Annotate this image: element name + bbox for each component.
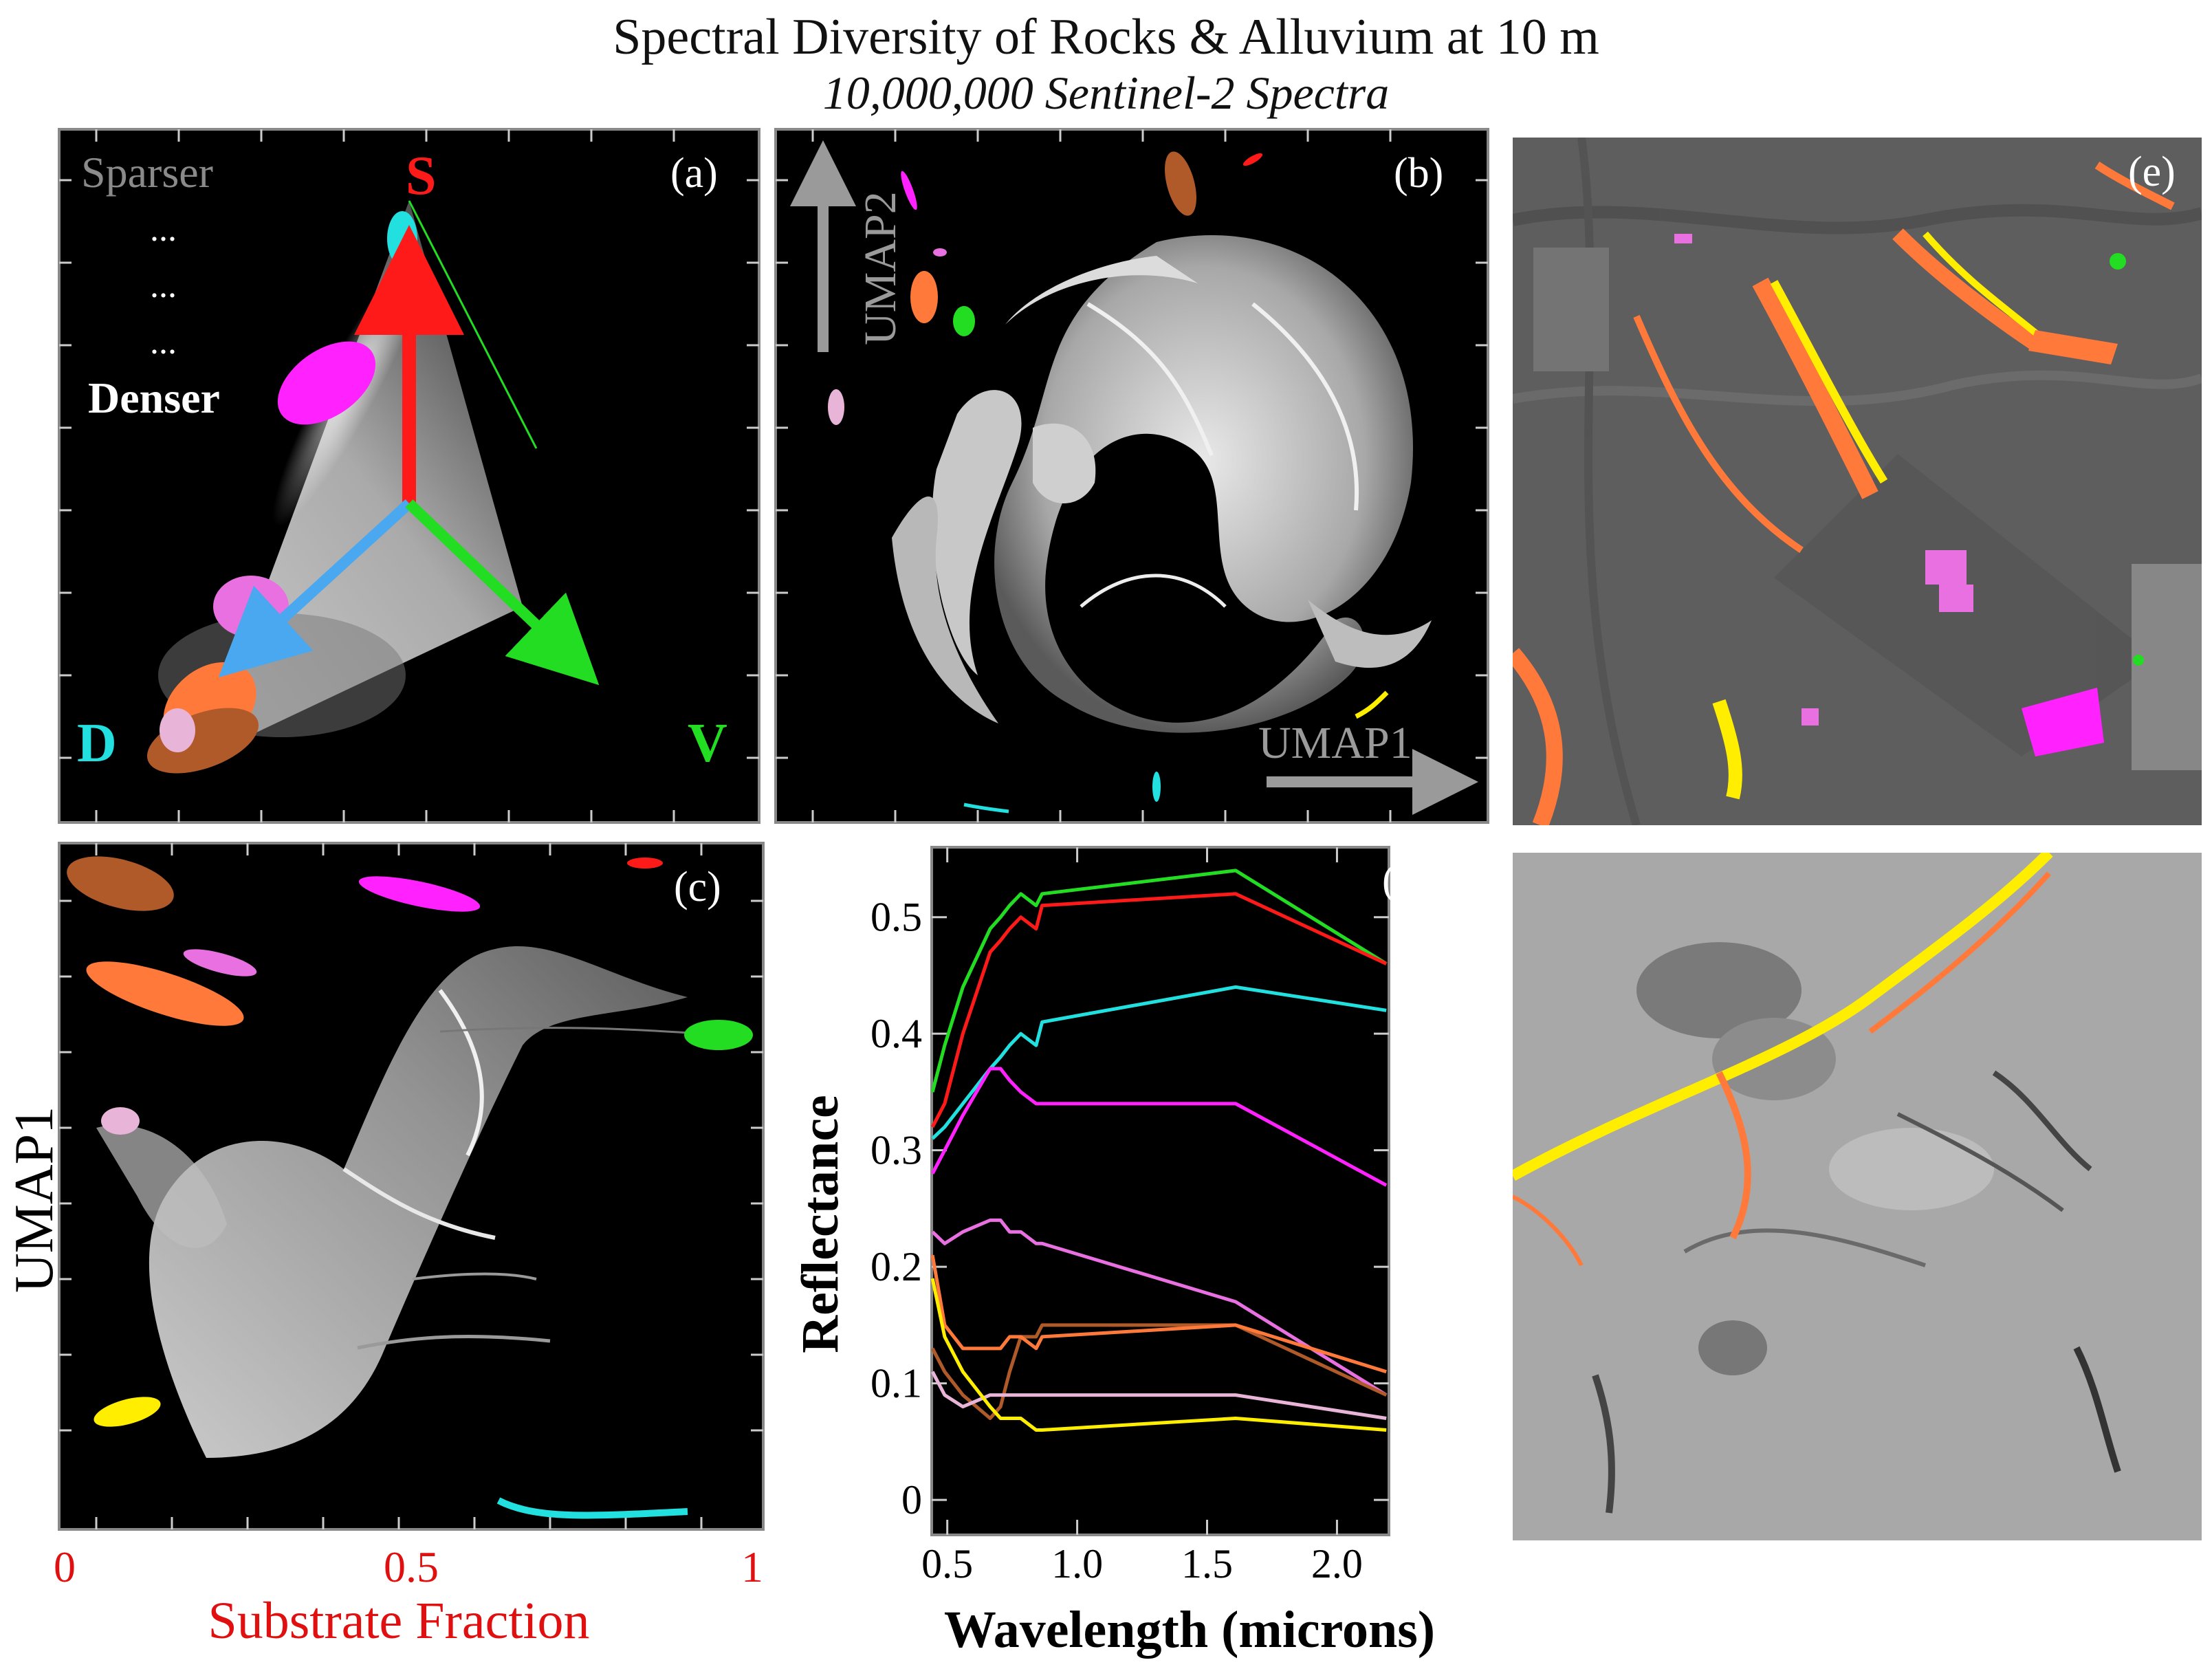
- spectrum-line-5: [930, 1323, 1388, 1421]
- spectrum-line-3: [930, 1067, 1388, 1187]
- island-pink: [933, 248, 947, 257]
- cluster-magenta: [277, 341, 376, 425]
- d-ytick-label: 0.5: [870, 895, 922, 940]
- c-xtick-05: 0.5: [384, 1542, 439, 1591]
- island-orange: [910, 271, 938, 323]
- c-cluster-lightpink: [101, 1107, 140, 1135]
- cluster-lightpink: [160, 708, 195, 752]
- c-cluster-yellow: [94, 1397, 161, 1427]
- c-xtick-0: 0: [54, 1542, 76, 1591]
- spectra-plot-area: 0.5 1.0 1.5 2.0 0 0.1 0.2 0.3 0.4 0.5: [870, 846, 1390, 1586]
- legend-dot-3: ...: [150, 323, 177, 362]
- panel-c: (c) UMAP1 0 0.5 1 Substrate Fraction: [4, 842, 765, 1650]
- c-cluster-orange: [86, 961, 244, 1026]
- umap2-label: UMAP2: [855, 191, 906, 345]
- panel-a-ticks: [59, 129, 759, 822]
- island-magenta: [901, 171, 917, 210]
- d-ytick-label: 0.3: [870, 1128, 922, 1173]
- c-xtick-1: 1: [741, 1542, 763, 1591]
- vertex-s-label: S: [406, 146, 437, 206]
- c-cluster-pink: [183, 949, 257, 977]
- panel-c-ticks: [59, 843, 763, 1529]
- c-cluster-magenta: [358, 876, 481, 912]
- panel-e: (e): [1513, 138, 2202, 825]
- legend-dot-1: ...: [150, 210, 177, 249]
- island-brown: [1165, 151, 1196, 216]
- vertex-v-label: V: [688, 713, 727, 774]
- vertex-d-label: D: [77, 713, 117, 774]
- legend-denser: Denser: [88, 373, 220, 422]
- island-red: [1242, 153, 1263, 166]
- island-lightpink: [828, 389, 844, 425]
- d-xtick-label: 2.0: [1311, 1541, 1363, 1586]
- legend-dot-2: ...: [150, 266, 177, 305]
- spectrum-line-8: [930, 1278, 1387, 1432]
- d-ytick-label: 0.2: [870, 1244, 922, 1289]
- panel-e-bottom: [1513, 853, 2202, 1540]
- d-ytick-label: 0.1: [870, 1361, 922, 1406]
- d-xtick-label: 1.5: [1181, 1541, 1233, 1586]
- panel-b: UMAP2 UMAP1 (b): [774, 128, 1489, 824]
- umap1-label: UMAP1: [1258, 718, 1412, 768]
- island-yellow: [1355, 690, 1389, 719]
- island-green: [953, 306, 975, 336]
- panel-d-ylabel: Reflectance: [791, 1095, 849, 1353]
- d-xtick-label: 1.0: [1051, 1541, 1103, 1586]
- panel-b-ticks: [776, 129, 1488, 822]
- panel-c-xlabel: Substrate Fraction: [208, 1592, 589, 1650]
- spectrum-line-0: [930, 869, 1388, 1093]
- cluster-cyan: [387, 211, 417, 266]
- spectrum-line-4: [931, 1218, 1388, 1397]
- spectra-background: [930, 846, 1390, 1536]
- legend-sparser: Sparser: [81, 148, 213, 197]
- mapped-units-top: [1513, 162, 2175, 825]
- figure-subtitle: 10,000,000 Sentinel-2 Spectra: [822, 67, 1390, 119]
- island-cyan-2: [963, 803, 1009, 814]
- mapped-orange-1: [1716, 1071, 1751, 1240]
- d-ytick-label: 0: [901, 1477, 922, 1523]
- figure-title: Spectral Diversity of Rocks & Alluvium a…: [613, 9, 1599, 65]
- mapped-orange-3: [1513, 1194, 1584, 1267]
- panel-a-label: (a): [670, 150, 718, 197]
- panel-e-label: (e): [2128, 149, 2176, 195]
- mapped-orange-2: [1868, 871, 2051, 1034]
- panel-c-ylabel: UMAP1: [4, 1106, 65, 1293]
- fraction-umap-cloud: [96, 946, 723, 1458]
- spectrum-line-2: [931, 985, 1387, 1140]
- arrow-d: [218, 499, 413, 678]
- mapped-river: [1513, 853, 2053, 1181]
- panel-d-xlabel: Wavelength (microns): [944, 1601, 1435, 1659]
- c-cluster-brown: [67, 856, 174, 911]
- panel-d-chart: 0.5 1.0 1.5 2.0 0 0.1 0.2 0.3 0.4 0.5 (d) Wavelen…: [791, 846, 1435, 1659]
- d-xtick-label: 0.5: [921, 1541, 973, 1586]
- spectrum-line-1: [930, 892, 1388, 1128]
- panel-c-label: (c): [674, 864, 721, 910]
- arrow-v: [405, 499, 600, 686]
- spectrum-line-6: [930, 1254, 1387, 1374]
- island-cyan: [1152, 772, 1161, 802]
- spectrum-line-7: [930, 1371, 1387, 1420]
- c-cluster-green: [684, 1020, 753, 1050]
- panel-b-label: (b): [1394, 150, 1443, 197]
- c-cluster-cyan: [496, 1497, 688, 1519]
- umap-embedding: [892, 234, 1432, 733]
- panel-a: Sparser ... ... ... Denser S D V (a): [58, 128, 760, 824]
- d-ytick-label: 0.4: [870, 1011, 922, 1056]
- panel-d-label: (d): [1382, 857, 1432, 904]
- c-cluster-red: [627, 858, 663, 869]
